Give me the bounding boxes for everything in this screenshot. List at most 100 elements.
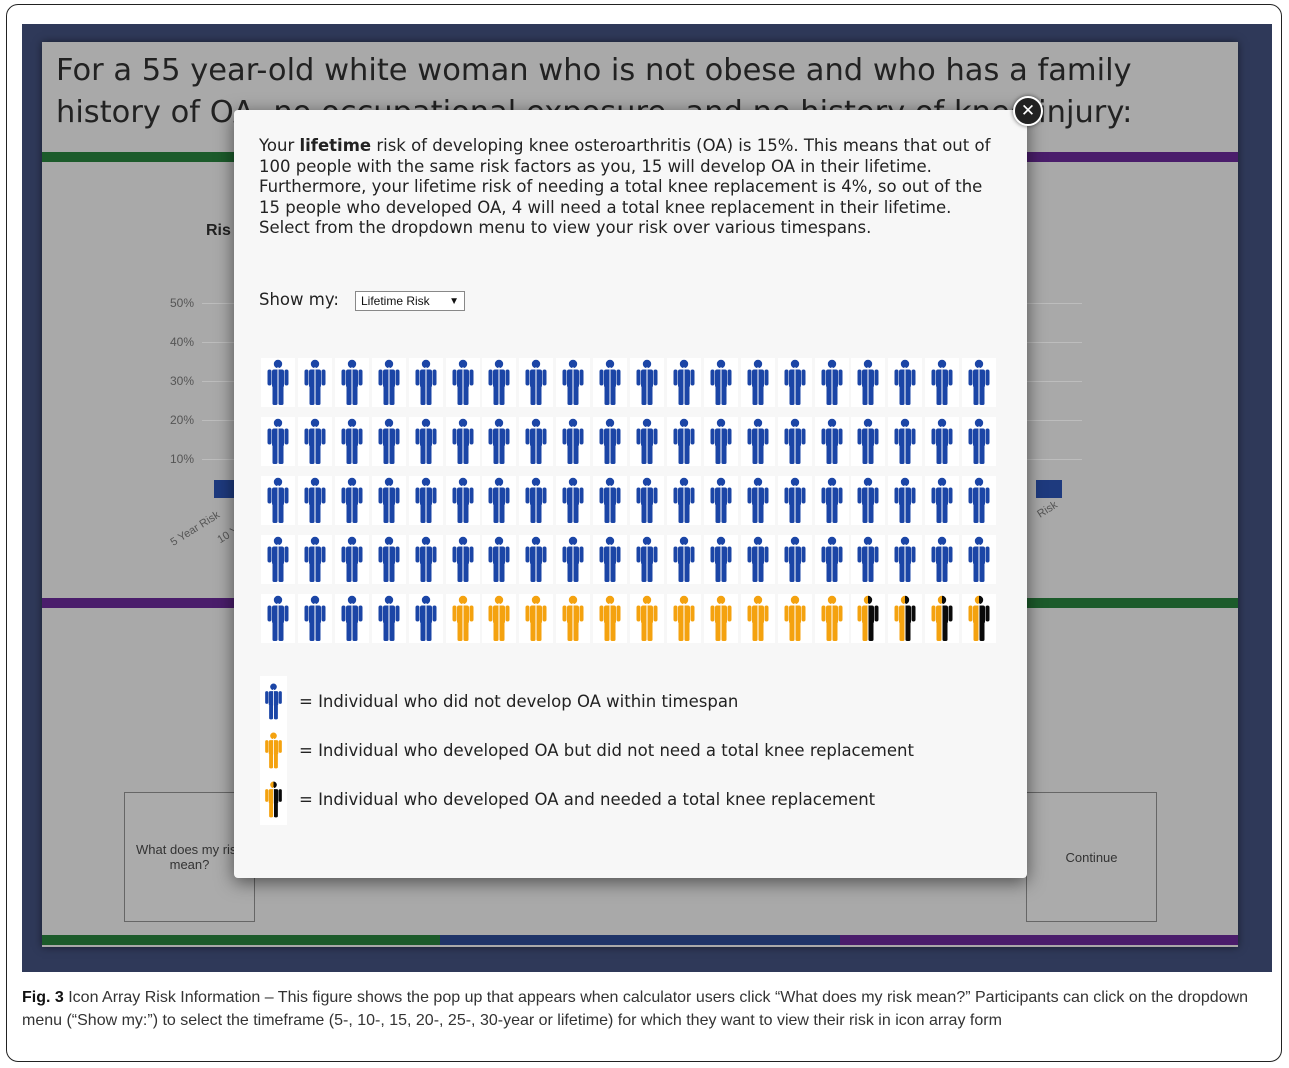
person-blue-icon	[814, 417, 849, 466]
person-blue-icon	[408, 417, 443, 466]
button-label: Continue	[1065, 849, 1118, 865]
person-blue-icon	[666, 417, 701, 466]
person-orange-icon	[482, 594, 517, 643]
person-blue-icon	[371, 476, 406, 525]
person-orange-black-icon	[260, 774, 287, 825]
person-blue-icon	[925, 535, 960, 584]
person-blue-icon	[777, 358, 812, 407]
person-blue-icon	[925, 417, 960, 466]
person-blue-icon	[519, 417, 554, 466]
y-tick-label: 50%	[169, 296, 194, 310]
person-blue-icon	[408, 476, 443, 525]
person-blue-icon	[888, 476, 923, 525]
divider-stripe	[842, 152, 1238, 162]
person-blue-icon	[334, 417, 369, 466]
chart-bar	[1036, 480, 1062, 498]
risk-explanation-text: Your lifetime risk of developing knee os…	[259, 136, 991, 237]
person-blue-icon	[371, 417, 406, 466]
person-blue-icon	[851, 535, 886, 584]
timespan-dropdown[interactable]: Lifetime Risk ▼	[355, 291, 465, 311]
person-blue-icon	[408, 594, 443, 643]
person-blue-icon	[297, 417, 332, 466]
person-blue-icon	[261, 358, 295, 407]
person-blue-icon	[593, 476, 628, 525]
person-blue-icon	[556, 535, 591, 584]
legend-label: = Individual who did not develop OA with…	[299, 692, 739, 711]
person-blue-icon	[666, 476, 701, 525]
risk-info-modal: Your lifetime risk of developing knee os…	[234, 110, 1027, 878]
person-blue-icon	[297, 358, 332, 407]
person-blue-icon	[556, 476, 591, 525]
legend-item: = Individual who developed OA and needed…	[260, 774, 875, 825]
person-orange-black-icon	[851, 594, 886, 643]
person-blue-icon	[445, 476, 480, 525]
person-blue-icon	[666, 535, 701, 584]
person-blue-icon	[962, 417, 997, 466]
person-blue-icon	[703, 417, 738, 466]
person-blue-icon	[962, 535, 997, 584]
person-blue-icon	[445, 358, 480, 407]
person-blue-icon	[593, 358, 628, 407]
person-blue-icon	[261, 476, 295, 525]
person-blue-icon	[482, 476, 517, 525]
x-tick-label: 5 Year Risk	[168, 509, 223, 549]
person-blue-icon	[814, 535, 849, 584]
person-blue-icon	[371, 358, 406, 407]
person-blue-icon	[666, 358, 701, 407]
timespan-emphasis: lifetime	[299, 136, 372, 155]
person-orange-black-icon	[925, 594, 960, 643]
show-my-label: Show my:	[259, 290, 339, 309]
person-blue-icon	[851, 358, 886, 407]
person-blue-icon	[261, 535, 295, 584]
person-blue-icon	[482, 535, 517, 584]
continue-button[interactable]: Continue	[1026, 792, 1157, 922]
person-blue-icon	[888, 358, 923, 407]
person-blue-icon	[334, 358, 369, 407]
person-orange-icon	[814, 594, 849, 643]
person-blue-icon	[777, 476, 812, 525]
person-blue-icon	[334, 476, 369, 525]
chart-title: Ris	[206, 222, 231, 239]
divider-stripe	[42, 935, 440, 945]
person-orange-icon	[777, 594, 812, 643]
person-orange-icon	[260, 725, 287, 776]
person-blue-icon	[445, 417, 480, 466]
person-blue-icon	[445, 535, 480, 584]
person-blue-icon	[851, 417, 886, 466]
person-blue-icon	[630, 358, 664, 407]
what-does-my-risk-mean-button[interactable]: What does my risk mean?	[124, 792, 255, 922]
figure-label: Fig. 3	[22, 989, 64, 1006]
person-orange-icon	[703, 594, 738, 643]
person-blue-icon	[851, 476, 886, 525]
person-blue-icon	[703, 358, 738, 407]
person-blue-icon	[630, 476, 664, 525]
chart-bar	[214, 480, 236, 498]
person-orange-black-icon	[888, 594, 923, 643]
caption-text: Icon Array Risk Information – This figur…	[22, 989, 1249, 1029]
person-blue-icon	[408, 535, 443, 584]
person-blue-icon	[556, 417, 591, 466]
person-blue-icon	[630, 535, 664, 584]
person-blue-icon	[261, 417, 295, 466]
chevron-down-icon: ▼	[449, 295, 459, 307]
person-blue-icon	[297, 476, 332, 525]
person-orange-icon	[666, 594, 701, 643]
person-blue-icon	[482, 358, 517, 407]
legend-item: = Individual who developed OA but did no…	[260, 725, 914, 776]
person-blue-icon	[962, 476, 997, 525]
person-blue-icon	[519, 476, 554, 525]
x-tick-label: Risk	[1035, 499, 1060, 521]
y-tick-label: 20%	[169, 413, 194, 427]
person-blue-icon	[519, 358, 554, 407]
person-blue-icon	[630, 417, 664, 466]
figure-caption: Fig. 3 Icon Array Risk Information – Thi…	[22, 986, 1272, 1032]
dropdown-value: Lifetime Risk	[361, 294, 430, 308]
person-blue-icon	[482, 417, 517, 466]
person-orange-icon	[519, 594, 554, 643]
y-tick-label: 30%	[169, 374, 194, 388]
divider-stripe	[440, 935, 840, 945]
person-orange-black-icon	[962, 594, 997, 643]
close-icon[interactable]: ✕	[1013, 96, 1043, 126]
y-tick-label: 40%	[169, 335, 194, 349]
person-blue-icon	[740, 476, 775, 525]
